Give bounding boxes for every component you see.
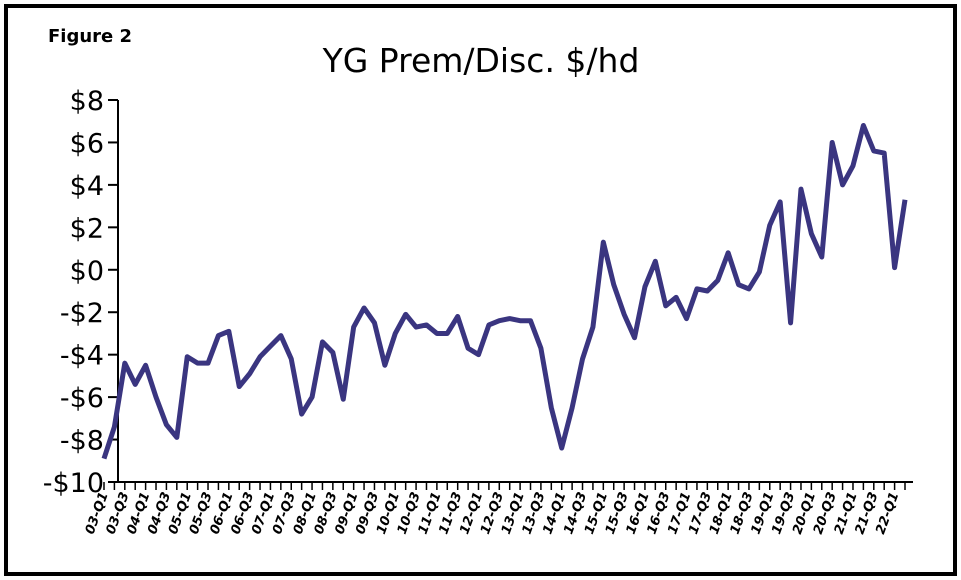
y-tick-label: -$2 [60, 298, 104, 329]
y-tick-label: $0 [70, 256, 104, 287]
chart-title: YG Prem/Disc. $/hd [322, 41, 640, 80]
y-tick-label: $6 [70, 128, 104, 159]
y-tick-label: -$4 [60, 341, 104, 372]
y-tick-label: $8 [70, 86, 104, 117]
y-tick-label: -$10 [43, 468, 104, 499]
y-tick-label: -$6 [60, 383, 104, 414]
y-tick-label: $2 [70, 213, 104, 244]
y-tick-label: $4 [70, 171, 104, 202]
data-line [101, 122, 908, 460]
figure-label: Figure 2 [48, 26, 132, 47]
frame [4, 4, 957, 576]
y-tick-label: -$8 [60, 426, 104, 457]
